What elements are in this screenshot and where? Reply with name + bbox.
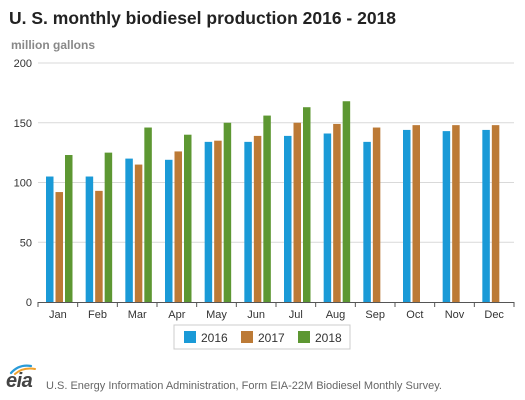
bar-2016-may [204, 141, 213, 302]
x-tick-label: Mar [128, 309, 147, 321]
bar-2016-oct [403, 129, 411, 302]
x-tick-label: May [206, 309, 227, 321]
x-tick-label: Oct [406, 309, 423, 321]
bar-2016-aug [323, 133, 332, 302]
legend-swatch-2018 [298, 331, 310, 343]
bar-2017-sep [372, 127, 381, 302]
x-tick-label: Aug [326, 309, 346, 321]
y-tick-label: 150 [14, 118, 32, 130]
bar-2016-apr [165, 159, 173, 302]
x-axis-ticks: Jan Feb Mar Apr May Jun Jul Aug Sep Oct Nov Dec [49, 309, 504, 321]
x-tick-label: Jun [247, 309, 265, 321]
bar-2016-dec [482, 129, 490, 302]
x-tick-label: Jul [289, 309, 303, 321]
x-tick-label: Feb [88, 309, 107, 321]
bar-2017-apr [174, 151, 182, 302]
bar-2016-nov [442, 131, 451, 302]
legend-box [173, 324, 351, 350]
bar-2017-jun [253, 135, 262, 302]
legend-label-2016: 2016 [201, 331, 228, 345]
y-axis-unit-label: million gallons [11, 38, 96, 52]
bar-2016-jul [284, 135, 292, 302]
bar-2018-jan [65, 155, 73, 302]
bar-2017-feb [95, 190, 103, 302]
bar-2018-aug [342, 101, 351, 303]
bar-2016-jun [244, 141, 252, 302]
legend-swatch-2017 [241, 331, 253, 343]
bar-2018-mar [144, 127, 152, 302]
bar-2016-mar [125, 158, 133, 302]
source-note: U.S. Energy Information Administration, … [46, 380, 442, 392]
x-tick-label: Sep [365, 309, 385, 321]
y-tick-label: 200 [14, 58, 32, 70]
legend-label-2018: 2018 [315, 331, 342, 345]
bar-2016-feb [85, 176, 94, 302]
gridlines [38, 62, 514, 243]
bar-2017-jul [293, 122, 301, 302]
legend: 2016 2017 2018 [173, 324, 351, 350]
bar-2017-oct [412, 125, 420, 302]
y-axis-ticks: 0 50 100 150 200 [14, 58, 32, 309]
bar-2017-dec [491, 125, 500, 302]
y-tick-label: 50 [20, 237, 32, 249]
bar-2018-feb [104, 152, 113, 302]
bar-2018-may [223, 122, 232, 302]
x-tick-label: Jan [49, 309, 67, 321]
legend-label-2017: 2017 [258, 331, 285, 345]
x-axis [37, 302, 515, 307]
bar-2018-apr [184, 134, 192, 302]
x-tick-label: Dec [484, 309, 504, 321]
bar-2018-jul [303, 107, 311, 302]
bar-2017-aug [333, 123, 341, 302]
bar-2016-jan [46, 176, 54, 302]
y-tick-label: 0 [26, 297, 32, 309]
bar-2017-may [214, 140, 222, 302]
bar-2017-jan [55, 192, 63, 302]
eia-logo: eia [6, 370, 33, 392]
eia-logo-arc-icon [9, 364, 36, 375]
x-tick-label: Nov [445, 309, 465, 321]
bar-2016-sep [363, 141, 371, 302]
chart-title: U. S. monthly biodiesel production 2016 … [9, 8, 397, 28]
y-tick-label: 100 [14, 178, 32, 190]
bar-2017-mar [134, 164, 143, 302]
x-tick-label: Apr [168, 309, 185, 321]
legend-swatch-2016 [184, 331, 196, 343]
bar-2018-jun [263, 115, 271, 302]
bar-2017-nov [452, 125, 460, 302]
bars [46, 101, 500, 303]
